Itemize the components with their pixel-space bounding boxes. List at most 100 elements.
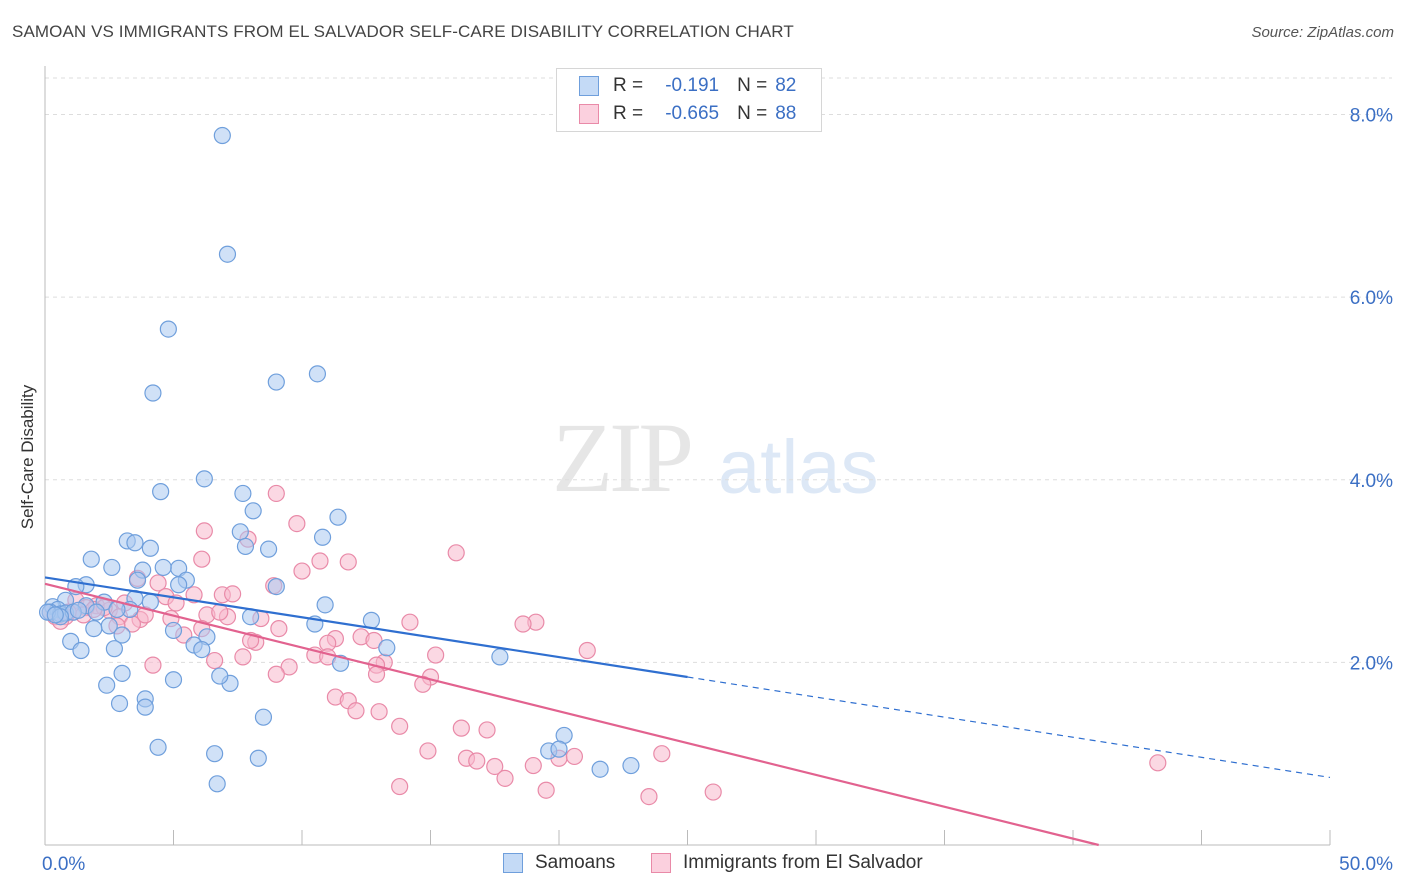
y-tick-label: 2.0% xyxy=(1350,653,1393,674)
samoans-point xyxy=(591,760,609,778)
legend-n-value: 82 xyxy=(775,75,797,96)
y-tick-label: 6.0% xyxy=(1350,288,1393,309)
el-salvador-point xyxy=(347,702,365,720)
y-tick-label: 4.0% xyxy=(1350,471,1393,492)
legend-row-samoans: R = -0.191 N = 82 xyxy=(579,73,796,99)
samoans-point xyxy=(110,694,129,713)
samoans-point xyxy=(170,576,188,594)
el-salvador-point xyxy=(185,586,203,604)
samoans-point xyxy=(491,648,509,666)
el-salvador-point xyxy=(419,742,437,760)
el-salvador-point xyxy=(311,552,329,570)
el-salvador-point xyxy=(339,553,357,571)
y-axis-label: Self-Care Disability xyxy=(18,384,37,529)
samoans-point xyxy=(254,708,273,726)
watermark-zip: ZIP xyxy=(552,402,694,513)
samoans-point xyxy=(193,640,211,659)
samoans-point xyxy=(87,603,106,621)
el-salvador-point xyxy=(211,603,229,621)
samoans-point xyxy=(206,745,224,763)
samoans-point xyxy=(308,365,327,383)
samoans-point xyxy=(378,639,396,657)
x-tick-label: 0.0% xyxy=(42,854,85,875)
samoans-point xyxy=(267,373,285,391)
el-salvador-point xyxy=(478,721,496,739)
el-salvador-point xyxy=(367,665,386,683)
el-salvador-point xyxy=(370,703,388,721)
samoans-point xyxy=(195,470,213,488)
samoans-point xyxy=(244,502,262,520)
samoans-point xyxy=(622,756,640,775)
samoans-point xyxy=(159,320,177,338)
el-salvador-point xyxy=(293,562,311,580)
samoans-trendline-extension xyxy=(687,676,1331,779)
series-legend-el-salvador[interactable]: Immigrants from El Salvador xyxy=(651,852,923,874)
el-salvador-trendline xyxy=(44,582,1099,847)
samoans-point xyxy=(208,775,226,793)
el-salvador-point xyxy=(704,783,722,801)
el-salvador-point xyxy=(206,651,224,670)
legend-r-label: R = xyxy=(613,103,644,124)
legend-row-el-salvador: R = -0.665 N = 88 xyxy=(579,101,796,127)
series-swatch-el-salvador xyxy=(651,853,671,873)
el-salvador-point xyxy=(486,757,504,776)
samoans-point xyxy=(128,571,147,589)
el-salvador-point xyxy=(414,675,432,693)
samoans-point xyxy=(331,654,350,672)
correlation-legend: R = -0.191 N = 82 R = -0.665 N = 88 xyxy=(556,68,822,132)
el-salvador-point xyxy=(224,585,242,603)
el-salvador-point xyxy=(280,658,298,676)
samoans-trendline xyxy=(44,576,688,679)
legend-n-label: N = xyxy=(737,75,768,96)
el-salvador-point xyxy=(452,719,470,737)
samoans-point xyxy=(126,534,144,552)
samoans-point xyxy=(164,621,183,640)
el-salvador-point xyxy=(514,615,532,633)
legend-r-label: R = xyxy=(613,75,644,96)
el-salvador-point xyxy=(288,514,306,533)
samoans-point xyxy=(113,626,131,644)
samoans-point xyxy=(69,601,88,619)
samoans-point xyxy=(329,508,347,526)
samoans-point xyxy=(313,528,332,546)
samoans-point xyxy=(136,698,154,716)
el-salvador-point xyxy=(1149,754,1167,772)
el-salvador-point xyxy=(391,717,409,735)
el-salvador-point xyxy=(640,788,658,806)
samoans-point xyxy=(72,641,90,660)
el-salvador-point xyxy=(447,544,465,562)
samoans-point xyxy=(236,537,255,556)
samoans-point xyxy=(249,749,267,767)
samoans-point xyxy=(144,384,162,402)
el-salvador-point xyxy=(565,747,584,766)
samoans-point xyxy=(154,558,172,577)
samoans-point xyxy=(82,550,100,568)
el-salvador-point xyxy=(193,550,211,568)
samoans-point xyxy=(103,558,121,577)
samoans-point xyxy=(164,671,183,689)
samoans-point xyxy=(141,539,159,557)
samoans-point xyxy=(231,523,249,541)
series-legend-samoans[interactable]: Samoans xyxy=(503,852,615,874)
samoans-point xyxy=(46,606,64,624)
samoans-point xyxy=(213,126,231,145)
series-swatch-samoans xyxy=(503,853,523,873)
el-salvador-point xyxy=(496,769,514,787)
series-label-samoans: Samoans xyxy=(535,852,616,873)
x-tick-label: 50.0% xyxy=(1339,854,1393,875)
el-salvador-point xyxy=(195,522,213,540)
el-salvador-point xyxy=(537,781,555,799)
series-label-el-salvador: Immigrants from El Salvador xyxy=(683,852,923,873)
el-salvador-point xyxy=(401,613,419,631)
samoans-point xyxy=(85,619,103,638)
samoans-point xyxy=(152,483,170,501)
samoans-point xyxy=(267,577,285,596)
samoans-point xyxy=(316,596,334,614)
el-salvador-point xyxy=(234,648,252,666)
el-salvador-point xyxy=(524,756,542,775)
legend-swatch-el-salvador xyxy=(579,104,599,124)
el-salvador-point xyxy=(149,574,167,592)
samoans-point xyxy=(234,484,252,503)
el-salvador-point xyxy=(468,752,486,770)
